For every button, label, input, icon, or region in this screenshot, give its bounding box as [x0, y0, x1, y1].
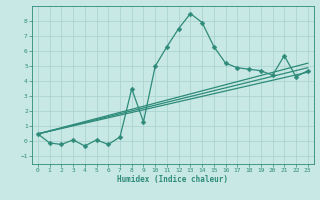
X-axis label: Humidex (Indice chaleur): Humidex (Indice chaleur)	[117, 175, 228, 184]
